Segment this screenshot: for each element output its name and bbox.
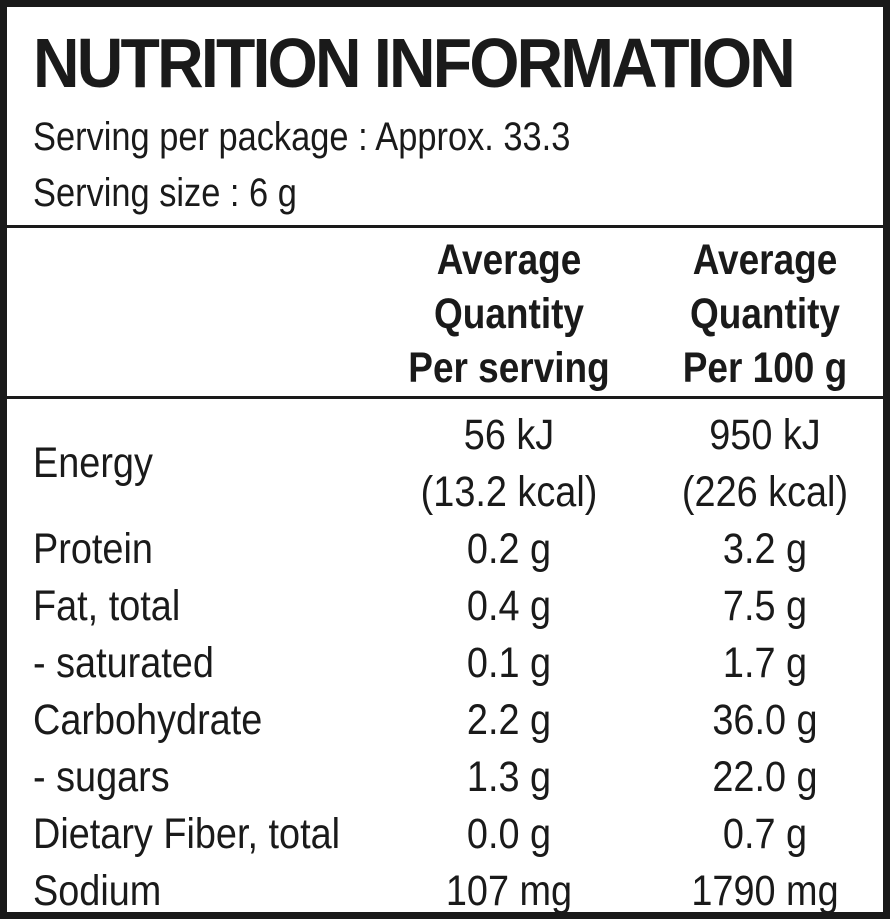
value-per-serving: 2.2 g <box>466 696 552 744</box>
column-header-line: Quantity <box>434 290 584 338</box>
energy-per-100g: 950 kJ (226 kcal) <box>651 407 880 521</box>
value-per-100g: 1.7 g <box>722 639 808 687</box>
value-per-100g: 0.7 g <box>722 810 808 858</box>
value-per-serving: 107 mg <box>445 867 573 915</box>
nutrient-row: - sugars 1.3 g 22.0 g <box>7 749 883 806</box>
divider-header <box>7 396 883 399</box>
divider-top <box>7 225 883 228</box>
energy-kcal-per-100g: (226 kcal) <box>681 468 849 516</box>
nutrient-row: Protein 0.2 g 3.2 g <box>7 521 883 578</box>
nutrient-name: Fat, total <box>33 582 181 630</box>
value-per-serving: 0.0 g <box>466 810 552 858</box>
nutrient-name: Energy <box>33 439 153 487</box>
energy-kj-per-serving: 56 kJ <box>463 411 555 459</box>
column-header-line: Quantity <box>690 290 840 338</box>
value-per-100g: 1790 mg <box>691 867 839 915</box>
energy-kj-per-100g: 950 kJ <box>709 411 821 459</box>
panel-title: NUTRITION INFORMATION <box>33 24 796 102</box>
nutrient-row: Fat, total 0.4 g 7.5 g <box>7 578 883 635</box>
nutrient-name: - saturated <box>33 639 214 687</box>
energy-per-serving: 56 kJ (13.2 kcal) <box>395 407 624 521</box>
nutrient-name: Protein <box>33 525 153 573</box>
nutrient-row: Dietary Fiber, total 0.0 g 0.7 g <box>7 806 883 863</box>
value-per-100g: 7.5 g <box>722 582 808 630</box>
nutrient-row-energy: Energy 56 kJ (13.2 kcal) 950 kJ (226 kca… <box>7 407 883 521</box>
nutrient-name: Carbohydrate <box>33 696 263 744</box>
nutrient-row: - saturated 0.1 g 1.7 g <box>7 635 883 692</box>
column-header-line: Average <box>692 236 838 284</box>
value-per-serving: 1.3 g <box>466 753 552 801</box>
value-per-100g: 22.0 g <box>712 753 818 801</box>
energy-kcal-per-serving: (13.2 kcal) <box>420 468 598 516</box>
column-header-per-100g: Average Quantity Per 100 g <box>653 233 877 395</box>
servings-per-package: Serving per package : Approx. 33.3 <box>33 115 571 159</box>
nutrient-row: Sodium 107 mg 1790 mg <box>7 863 883 920</box>
column-header-line: Average <box>436 236 582 284</box>
value-per-100g: 3.2 g <box>722 525 808 573</box>
value-per-serving: 0.1 g <box>466 639 552 687</box>
value-per-serving: 0.4 g <box>466 582 552 630</box>
value-per-100g: 36.0 g <box>712 696 818 744</box>
column-header-line: Per serving <box>408 344 610 392</box>
serving-size: Serving size : 6 g <box>33 171 297 215</box>
value-per-serving: 0.2 g <box>466 525 552 573</box>
nutrient-name: Sodium <box>33 867 162 915</box>
nutrient-name: Dietary Fiber, total <box>33 810 341 858</box>
column-header-per-serving: Average Quantity Per serving <box>397 233 621 395</box>
nutrient-name: - sugars <box>33 753 170 801</box>
nutrient-row: Carbohydrate 2.2 g 36.0 g <box>7 692 883 749</box>
column-header-line: Per 100 g <box>682 344 848 392</box>
